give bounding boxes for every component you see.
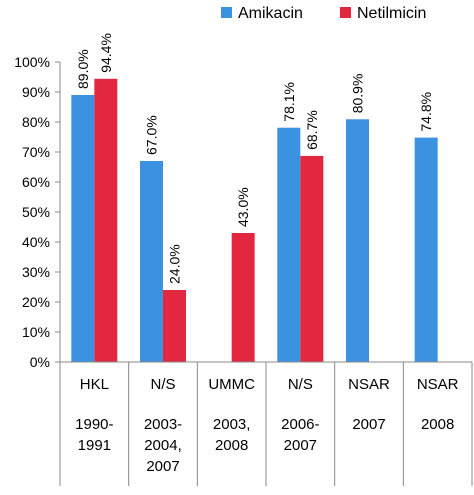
y-tick-label-4: 40% xyxy=(22,234,50,250)
bar-netilmicin-0 xyxy=(94,78,118,363)
y-axis: 0% 10% 20% 30% 40% 50% 60% 70% 80% 90% 100% xyxy=(14,54,61,370)
x-category-label-5: NSAR xyxy=(417,376,459,393)
y-tick-label-3: 30% xyxy=(22,264,50,280)
bar-amikacin-5 xyxy=(414,137,438,362)
x-category-label-3: N/S xyxy=(288,376,313,393)
legend: Amikacin Netilmicin xyxy=(221,5,426,22)
y-tick-label-0: 0% xyxy=(30,354,50,370)
data-label-amikacin-0: 89.0% xyxy=(75,49,91,89)
x-category-period-1-2: 2007 xyxy=(146,458,179,475)
x-category-period-2-0: 2003, xyxy=(213,416,251,433)
data-label-amikacin-3: 78.1% xyxy=(281,82,297,122)
y-tick-label-9: 90% xyxy=(22,84,50,100)
x-category-label-2: UMMC xyxy=(208,376,255,393)
x-category-label-0: HKL xyxy=(80,376,109,393)
x-category-period-3-0: 2006- xyxy=(281,416,319,433)
y-tick-label-2: 20% xyxy=(22,294,50,310)
bars xyxy=(71,78,438,363)
y-tick-label-1: 10% xyxy=(22,324,50,340)
bar-amikacin-4 xyxy=(346,119,369,362)
legend-label-1: Netilmicin xyxy=(357,5,426,22)
x-category-period-3-1: 2007 xyxy=(284,437,317,454)
x-category-label-4: NSAR xyxy=(348,376,390,393)
x-axis: HKL 1990- 1991 N/S 2003- 2004, 2007 UMMC 2003, 20… xyxy=(59,361,473,486)
bar-amikacin-3 xyxy=(277,127,301,362)
legend-label-0: Amikacin xyxy=(238,5,303,22)
x-category-period-1-1: 2004, xyxy=(144,437,182,454)
y-tick-label-6: 60% xyxy=(22,174,50,190)
legend-swatch-1 xyxy=(340,7,351,18)
y-tick-label-5: 50% xyxy=(22,204,50,220)
x-category-label-1: N/S xyxy=(150,376,175,393)
data-label-netilmicin-3: 68.7% xyxy=(304,110,320,150)
x-category-period-5-0: 2008 xyxy=(421,416,454,433)
x-category-period-4-0: 2007 xyxy=(352,416,385,433)
legend-swatch-0 xyxy=(221,7,232,18)
bar-amikacin-0 xyxy=(71,95,95,362)
y-tick-label-10: 100% xyxy=(14,54,50,70)
x-category-period-1-0: 2003- xyxy=(144,416,182,433)
y-tick-label-7: 70% xyxy=(22,144,50,160)
data-label-amikacin-5: 74.8% xyxy=(418,92,434,132)
bar-labels: 89.0% 94.4% 67.0% 24.0% 43.0% 78.1% 68.7% 80.9%… xyxy=(75,33,434,284)
data-label-netilmicin-2: 43.0% xyxy=(235,187,251,227)
data-label-amikacin-4: 80.9% xyxy=(350,74,366,114)
data-label-amikacin-1: 67.0% xyxy=(144,115,160,155)
bar-netilmicin-2 xyxy=(231,233,255,362)
bar-netilmicin-1 xyxy=(163,290,186,362)
bar-amikacin-1 xyxy=(140,161,163,362)
x-category-period-0-0: 1990- xyxy=(75,416,113,433)
x-category-period-2-1: 2008 xyxy=(215,437,248,454)
bar-netilmicin-3 xyxy=(300,155,324,362)
y-tick-label-8: 80% xyxy=(22,114,50,130)
data-label-netilmicin-1: 24.0% xyxy=(167,244,183,284)
x-category-period-0-1: 1991 xyxy=(78,437,111,454)
data-label-netilmicin-0: 94.4% xyxy=(98,33,114,73)
